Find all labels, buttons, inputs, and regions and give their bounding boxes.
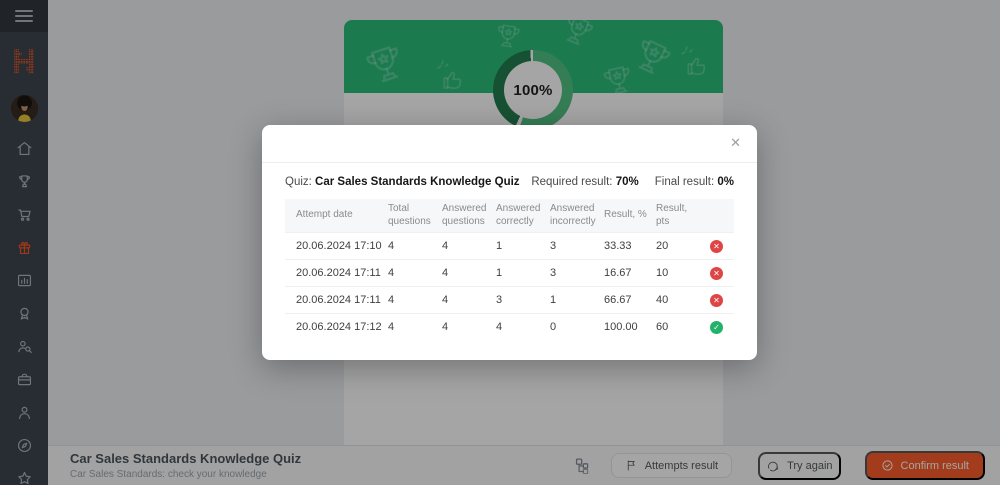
home-icon — [17, 141, 31, 156]
table-header-row: Attempt date Total questions Answered qu… — [285, 199, 734, 232]
fail-status-icon: ✕ — [710, 239, 723, 253]
user-avatar[interactable] — [10, 95, 38, 122]
dashboard-icon — [17, 274, 31, 287]
compass-icon — [17, 438, 31, 453]
fail-status-icon: ✕ — [710, 266, 723, 280]
gift-icon — [18, 241, 30, 255]
user-search-icon — [17, 340, 32, 354]
sidebar-item-compass[interactable] — [0, 429, 48, 462]
cart-icon — [17, 209, 31, 221]
col-result-pts: Result, pts — [656, 203, 688, 227]
attempts-result-label: Attempts result — [644, 459, 719, 472]
try-again-label: Try again — [787, 459, 833, 472]
col-answered-incorrectly: Answered incorrectly — [550, 203, 596, 227]
col-attempt-date: Attempt date — [296, 209, 353, 221]
confirm-result-label: Confirm result — [900, 459, 969, 472]
quiz-label: Quiz: — [285, 176, 312, 188]
pass-status-icon: ✓ — [710, 320, 723, 334]
progress-value: 100% — [513, 81, 553, 99]
sidebar-item-user-search[interactable] — [0, 330, 48, 363]
quiz-structure-button[interactable] — [574, 457, 591, 474]
logo-h-icon — [14, 49, 34, 74]
attempts-table: Attempt date Total questions Answered qu… — [285, 199, 734, 340]
sidebar-item-achievements[interactable] — [0, 165, 48, 198]
sidebar-item-profile[interactable] — [0, 396, 48, 429]
col-total-questions: Total questions — [388, 203, 431, 227]
try-again-button[interactable]: Try again — [758, 451, 841, 480]
table-row: 20.06.2024 17:11 4 4 1 3 16.67 10 ✕ — [285, 259, 734, 286]
sidebar-item-home[interactable] — [0, 132, 48, 165]
required-result: Required result: 70% — [531, 176, 639, 188]
sidebar-item-briefcase[interactable] — [0, 363, 48, 396]
col-result-pct: Result, % — [604, 209, 647, 221]
col-answered-correctly: Answered correctly — [496, 203, 541, 227]
progress-donut: 100% — [493, 50, 573, 130]
app-logo[interactable] — [0, 48, 48, 75]
modal-header: ✕ — [262, 125, 757, 163]
sidebar-nav — [0, 132, 48, 485]
col-answered-questions: Answered questions — [442, 203, 487, 227]
medal-icon — [19, 307, 29, 320]
sidebar-header — [0, 0, 48, 32]
fail-status-icon: ✕ — [710, 293, 723, 307]
table-row: 20.06.2024 17:10 4 4 1 3 33.33 20 ✕ — [285, 232, 734, 259]
footer-quiz-info: Car Sales Standards Knowledge Quiz Car S… — [70, 451, 301, 480]
briefcase-icon — [17, 373, 31, 386]
quiz-summary-row: Quiz: Car Sales Standards Knowledge Quiz… — [285, 176, 734, 188]
sidebar-item-gifts[interactable] — [0, 231, 48, 264]
flag-icon — [627, 460, 635, 471]
check-circle-icon — [881, 460, 893, 471]
redo-icon — [768, 461, 779, 471]
profile-icon — [18, 406, 30, 420]
quiz-subtitle: Car Sales Standards: check your knowledg… — [70, 469, 267, 480]
close-icon[interactable]: ✕ — [730, 135, 741, 150]
avatar-image — [10, 95, 38, 122]
footer-bar: Car Sales Standards Knowledge Quiz Car S… — [48, 445, 1000, 485]
sidebar-item-favorites[interactable] — [0, 462, 48, 485]
confirm-result-button[interactable]: Confirm result — [864, 451, 985, 480]
final-result: Final result: 0% — [654, 176, 734, 188]
sidebar-item-dashboard[interactable] — [0, 264, 48, 297]
quiz-name-line: Quiz: Car Sales Standards Knowledge Quiz — [285, 176, 520, 188]
star-icon — [17, 471, 31, 485]
menu-icon[interactable] — [15, 7, 33, 25]
trophy-icon — [18, 175, 30, 188]
quiz-title: Car Sales Standards Knowledge Quiz — [70, 451, 302, 466]
sidebar — [0, 0, 48, 485]
structure-icon — [575, 458, 588, 474]
table-row: 20.06.2024 17:12 4 4 4 0 100.00 60 ✓ — [285, 313, 734, 340]
attempts-result-modal: ✕ Quiz: Car Sales Standards Knowledge Qu… — [262, 125, 757, 360]
attempts-result-button[interactable]: Attempts result — [610, 453, 733, 478]
sidebar-item-store[interactable] — [0, 198, 48, 231]
sidebar-item-medal[interactable] — [0, 297, 48, 330]
quiz-name: Car Sales Standards Knowledge Quiz — [315, 176, 520, 188]
table-row: 20.06.2024 17:11 4 4 3 1 66.67 40 ✕ — [285, 286, 734, 313]
